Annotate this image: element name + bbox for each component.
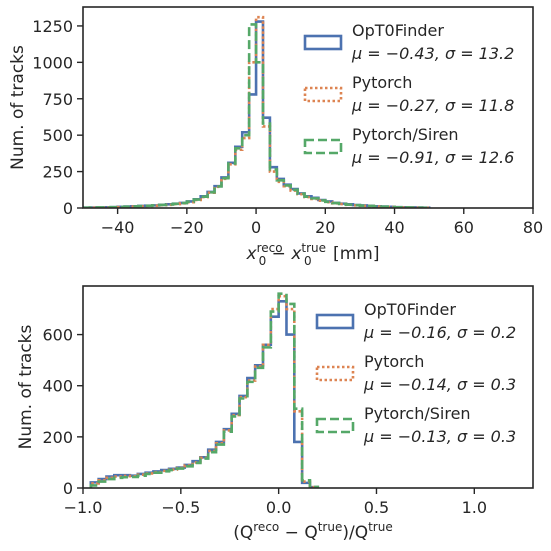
top-panel: −40 −20 0 20 40 60 80 0 250 500 750 1000 1250 Num. o… [8,6,543,268]
x-tick-label: −0.5 [161,498,200,517]
top-axes-frame [82,6,534,209]
x-tick-label: −40 [101,218,135,237]
top-legend: OpT0Finder μ = −0.43, σ = 13.2 Pytorch μ = … [303,21,514,167]
x-tick-label: 0.5 [364,498,389,517]
legend-series-stats: μ = −0.14, σ = 0.3 [363,375,516,394]
x-tick-label: −1.0 [64,498,103,517]
top-ticks: −40 −20 0 20 40 60 80 0 250 500 750 1000 1250 [32,17,543,237]
legend-series-name: Pytorch/Siren [364,404,471,423]
histogram-pytorch [89,294,320,488]
legend-series-name: Pytorch [352,73,412,92]
legend-swatch [303,86,343,103]
bottom-ticks: −1.0 −0.5 0.0 0.5 1.0 0 200 400 600 [42,326,487,517]
legend-swatch [303,34,343,51]
y-tick-label: 1000 [32,53,73,72]
legend-series-name: OpT0Finder [352,21,444,40]
y-tick-label: 1250 [32,17,73,36]
x-tick-label: 40 [384,218,404,237]
bottom-legend: OpT0Finder μ = −0.16, σ = 0.2 Pytorch μ = −… [315,300,516,446]
x-tick-label: 80 [523,218,543,237]
legend-series-stats: μ = −0.27, σ = 11.8 [351,96,514,115]
legend-swatch [315,313,355,330]
top-y-axis-label: Num. of tracks [8,45,28,170]
x-tick-label: −20 [170,218,204,237]
histogram-pytorch-siren [89,292,320,488]
histogram-pytorch-siren [83,23,431,208]
y-tick-label: 0 [63,199,73,218]
y-tick-label: 200 [42,428,73,447]
legend-swatch [315,417,355,434]
legend-series-name: Pytorch [364,352,424,371]
bottom-histograms [89,292,320,488]
y-tick-label: 750 [42,90,73,109]
x-tick-label: 0 [251,218,261,237]
legend-series-name: OpT0Finder [364,300,456,319]
y-tick-label: 500 [42,126,73,145]
legend-series-stats: μ = −0.91, σ = 12.6 [351,148,514,167]
legend-series-stats: μ = −0.43, σ = 13.2 [351,44,514,63]
y-tick-label: 600 [42,326,73,345]
y-tick-label: 400 [42,377,73,396]
y-tick-label: 0 [63,479,73,498]
legend-series-name: Pytorch/Siren [352,125,459,144]
top-x-axis-label: xreco 0 − xtrue 0 [mm] [246,241,380,268]
legend-swatch [303,138,343,155]
legend-swatch [315,365,355,382]
bottom-x-axis-label: (Qreco − Qtrue)/Qtrue [233,520,392,543]
x-tick-label: 0.0 [266,498,291,517]
bottom-panel: −1.0 −0.5 0.0 0.5 1.0 0 200 400 600 Num. of trac… [16,285,534,543]
y-tick-label: 250 [42,163,73,182]
top-histograms [83,15,431,208]
x-tick-label: 20 [315,218,335,237]
legend-series-stats: μ = −0.16, σ = 0.2 [363,323,516,342]
bottom-y-axis-label: Num. of tracks [16,324,36,449]
x-tick-label: 60 [454,218,474,237]
x-tick-label: 1.0 [462,498,487,517]
bottom-axes-frame [82,285,534,489]
legend-series-stats: μ = −0.13, σ = 0.3 [363,427,516,446]
